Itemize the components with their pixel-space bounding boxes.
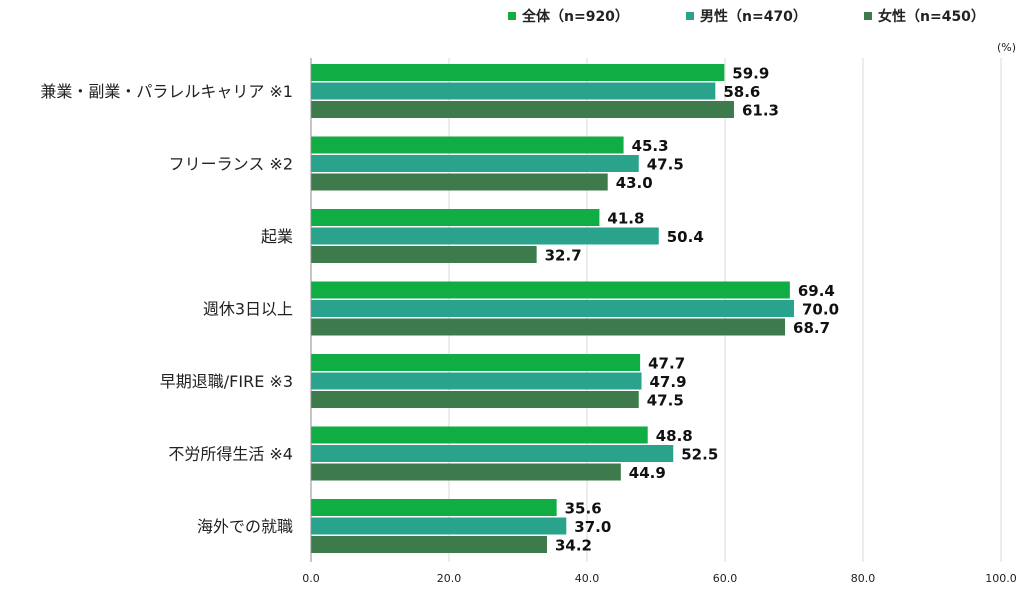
x-tick-label: 100.0 <box>985 572 1017 585</box>
bar <box>311 173 608 191</box>
data-label: 35.6 <box>565 500 602 518</box>
bar <box>311 82 716 100</box>
data-label: 47.5 <box>647 392 684 410</box>
bar <box>311 426 648 444</box>
data-label: 41.8 <box>607 210 644 228</box>
data-label: 52.5 <box>681 446 718 464</box>
data-label: 47.9 <box>650 373 687 391</box>
bar <box>311 155 639 172</box>
bar <box>311 209 600 226</box>
bar <box>311 445 674 462</box>
category-label: 不労所得生活 ※4 <box>168 445 293 464</box>
data-label: 37.0 <box>574 518 611 536</box>
bar <box>311 354 641 371</box>
category-label: 起業 <box>261 227 293 246</box>
data-label: 58.6 <box>723 83 760 101</box>
data-label: 45.3 <box>632 137 669 155</box>
bar <box>311 536 547 553</box>
category-label: 海外での就職 <box>197 517 293 536</box>
bar <box>311 391 639 408</box>
bar <box>311 101 734 118</box>
bar <box>311 227 659 245</box>
bar <box>311 64 725 81</box>
data-label: 43.0 <box>616 174 653 192</box>
bar <box>311 246 537 263</box>
legend-item-overall: 全体（n=920） <box>508 6 629 26</box>
data-label: 44.9 <box>629 464 666 482</box>
legend-item-male: 男性（n=470） <box>686 6 807 26</box>
bar <box>311 463 621 481</box>
data-label: 47.5 <box>647 156 684 174</box>
data-label: 68.7 <box>793 319 830 337</box>
data-label: 32.7 <box>545 247 582 265</box>
bar <box>311 372 642 390</box>
legend-label-male: 男性（n=470） <box>700 9 807 25</box>
legend-swatch-overall <box>508 12 516 20</box>
legend-label-overall: 全体（n=920） <box>522 9 629 25</box>
x-tick-label: 0.0 <box>302 572 320 585</box>
bar <box>311 136 624 154</box>
legend-label-female: 女性（n=450） <box>878 9 985 25</box>
category-label: 週休3日以上 <box>203 300 293 319</box>
x-tick-label: 40.0 <box>575 572 600 585</box>
data-label: 59.9 <box>732 65 769 83</box>
category-label: フリーランス ※2 <box>169 155 293 174</box>
x-tick-label: 60.0 <box>713 572 738 585</box>
x-tick-label: 80.0 <box>851 572 876 585</box>
bar <box>311 318 786 336</box>
category-label: 兼業・副業・パラレルキャリア ※1 <box>40 82 293 101</box>
data-label: 47.7 <box>648 355 685 373</box>
bar <box>311 300 794 317</box>
legend: 全体（n=920） 男性（n=470） 女性（n=450） <box>0 6 1024 28</box>
bar <box>311 517 567 535</box>
data-label: 70.0 <box>802 301 839 319</box>
bar <box>311 499 557 516</box>
category-label: 早期退職/FIRE ※3 <box>160 372 293 391</box>
x-tick-label: 20.0 <box>437 572 462 585</box>
data-label: 61.3 <box>742 102 779 120</box>
data-label: 48.8 <box>656 427 693 445</box>
unit-label: (%) <box>997 41 1017 54</box>
legend-item-female: 女性（n=450） <box>864 6 985 26</box>
data-label: 50.4 <box>667 228 704 246</box>
legend-swatch-female <box>864 12 872 20</box>
bar <box>311 281 790 299</box>
data-label: 69.4 <box>798 282 835 300</box>
data-label: 34.2 <box>555 537 592 555</box>
legend-swatch-male <box>686 12 694 20</box>
